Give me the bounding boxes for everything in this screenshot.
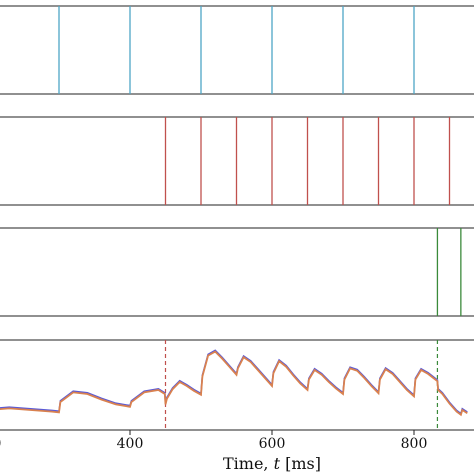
x-tick-label: 200: [0, 436, 1, 452]
x-tick-label: 400: [117, 436, 144, 452]
trace-line-underlay: [0, 349, 468, 415]
x-axis-label: Time, t [ms]: [223, 454, 321, 473]
trace-line: [0, 350, 468, 417]
trace-panel: [0, 339, 474, 431]
spike-raster-panel-1: [0, 5, 474, 95]
x-axis: 200 400 600 800: [0, 430, 427, 452]
x-tick-label: 800: [401, 436, 428, 452]
spike-raster-panel-2: [0, 116, 474, 206]
x-tick-label: 600: [259, 436, 286, 452]
spike-raster-panel-3: [0, 227, 474, 317]
